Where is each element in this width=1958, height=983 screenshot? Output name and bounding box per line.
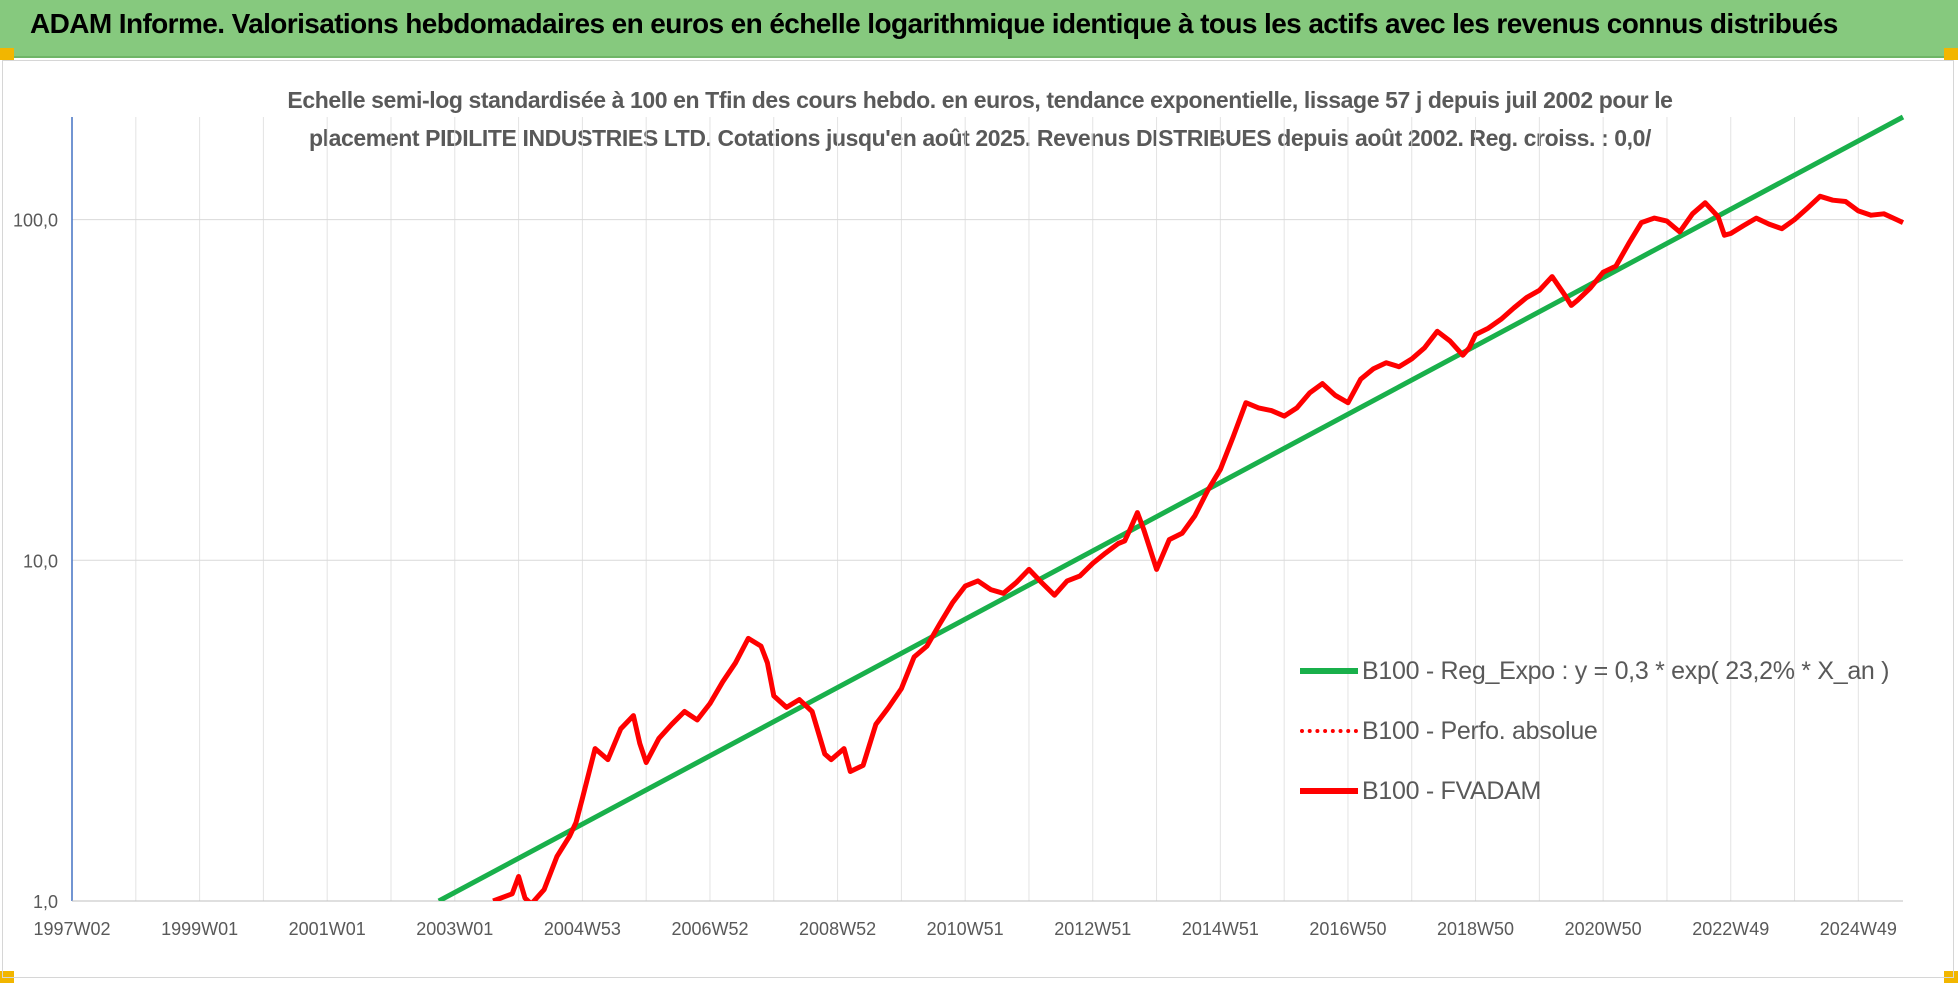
x-tick-label: 1997W02 (33, 919, 110, 939)
legend-swatch-reg-expo (1300, 668, 1358, 674)
legend-label-reg-expo: B100 - Reg_Expo : y = 0,3 * exp( 23,2% *… (1362, 657, 1890, 685)
x-tick-label: 2004W53 (544, 919, 621, 939)
x-tick-label: 2008W52 (799, 919, 876, 939)
chart-frame (2, 60, 1954, 978)
x-tick-label: 2012W51 (1054, 919, 1131, 939)
y-tick-label: 10,0 (23, 551, 58, 571)
corner-marker-top-right (1944, 48, 1958, 60)
x-tick-label: 2014W51 (1182, 919, 1259, 939)
legend-swatch-perfo-absolue (1300, 729, 1358, 733)
x-tick-label: 2016W50 (1309, 919, 1386, 939)
legend-label-perfo-absolue: B100 - Perfo. absolue (1362, 717, 1598, 745)
x-tick-label: 2020W50 (1565, 919, 1642, 939)
x-tick-label: 1999W01 (161, 919, 238, 939)
series-line-reg-expo (437, 114, 1905, 901)
chart-title-line1: Echelle semi-log standardisée à 100 en T… (287, 87, 1673, 113)
series-line-fvadam (492, 193, 1905, 901)
chart-title-line2: placement PIDILITE INDUSTRIES LTD. Cotat… (308, 125, 1652, 151)
x-tick-label: 2024W49 (1820, 919, 1897, 939)
title-banner: ADAM Informe. Valorisations hebdomadaire… (0, 0, 1958, 58)
x-tick-label: 2006W52 (671, 919, 748, 939)
banner-title: ADAM Informe. Valorisations hebdomadaire… (30, 8, 1838, 39)
x-tick-label: 2018W50 (1437, 919, 1514, 939)
x-tick-label: 2022W49 (1692, 919, 1769, 939)
y-tick-label: 100,0 (13, 211, 58, 231)
x-tick-label: 2003W01 (416, 919, 493, 939)
legend-label-fvadam: B100 - FVADAM (1362, 777, 1542, 805)
y-tick-label: 1,0 (33, 892, 58, 912)
x-tick-label: 2010W51 (927, 919, 1004, 939)
corner-marker-top-left (0, 48, 14, 60)
legend-swatch-fvadam (1300, 788, 1358, 794)
x-tick-label: 2001W01 (289, 919, 366, 939)
